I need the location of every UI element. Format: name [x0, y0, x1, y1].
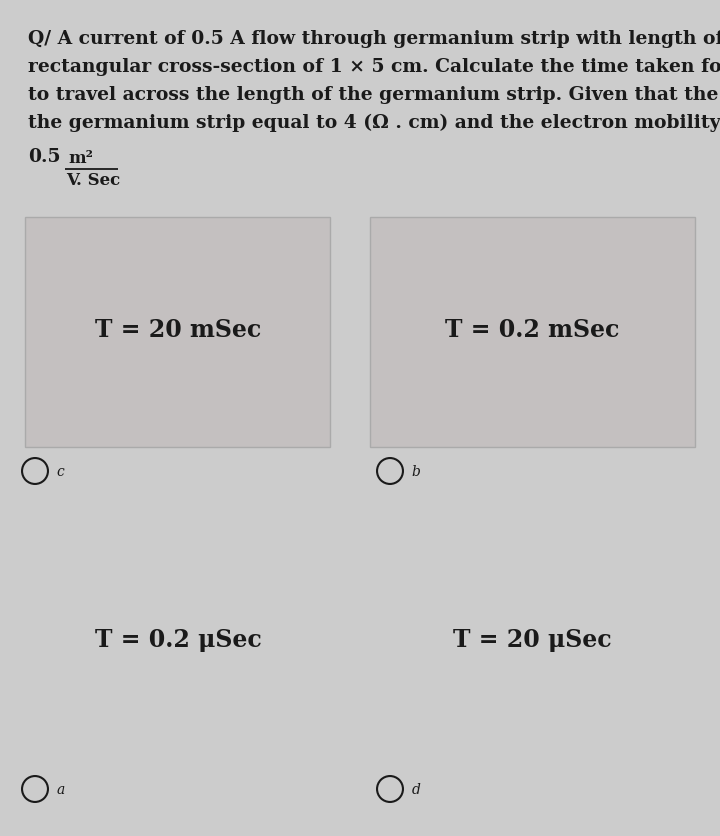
Text: T = 20 mSec: T = 20 mSec [95, 318, 261, 342]
Text: d: d [412, 782, 420, 796]
Text: the germanium strip equal to 4 (Ω . cm) and the electron mobility equal to: the germanium strip equal to 4 (Ω . cm) … [28, 114, 720, 132]
Text: V. Sec: V. Sec [66, 171, 120, 189]
Text: T = 20 μSec: T = 20 μSec [453, 627, 611, 651]
Text: c: c [57, 465, 64, 478]
Text: T = 0.2 mSec: T = 0.2 mSec [445, 318, 619, 342]
Text: a: a [57, 782, 65, 796]
Text: T = 0.2 μSec: T = 0.2 μSec [94, 627, 261, 651]
Text: b: b [412, 465, 420, 478]
Text: to travel across the length of the germanium strip. Given that the resistivity o: to travel across the length of the germa… [28, 86, 720, 104]
Text: m²: m² [68, 150, 93, 167]
FancyBboxPatch shape [25, 217, 330, 447]
Text: 0.5: 0.5 [28, 148, 60, 166]
FancyBboxPatch shape [370, 217, 695, 447]
Text: Q/ A current of 0.5 A flow through germanium strip with length of 4 mm and: Q/ A current of 0.5 A flow through germa… [28, 30, 720, 48]
Text: rectangular cross-section of 1 × 5 cm. Calculate the time taken for electrons: rectangular cross-section of 1 × 5 cm. C… [28, 58, 720, 76]
